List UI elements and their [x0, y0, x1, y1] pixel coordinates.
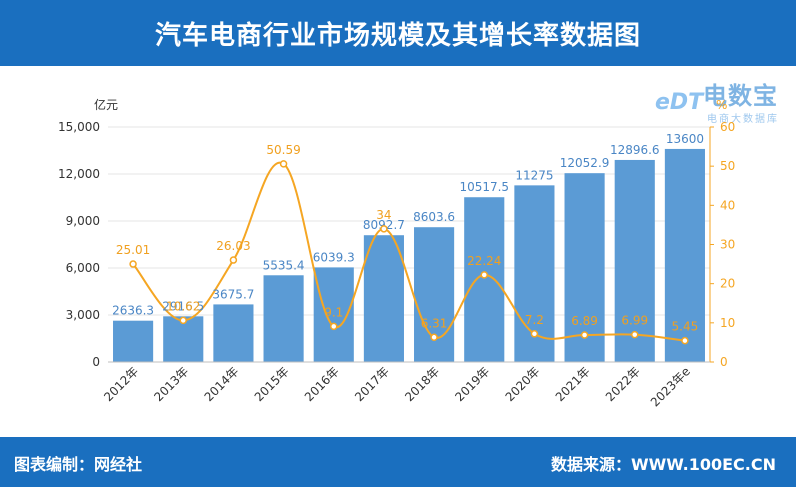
y2-tick-label: 40: [720, 198, 735, 212]
line-point: [129, 260, 137, 268]
y-tick-label: 12,000: [58, 167, 100, 181]
footer-source: 数据来源：WWW.100EC.CN: [550, 455, 776, 474]
bar-value-label: 2636.3: [112, 304, 154, 318]
bar-value-label: 6039.3: [313, 250, 355, 264]
line-value-label: 6.99: [621, 314, 648, 328]
y2-tick-label: 0: [720, 355, 728, 369]
y-axis-label: 亿元: [94, 97, 118, 112]
line-value-label: 10.62: [166, 299, 200, 313]
x-tick-label: 2016年: [302, 364, 342, 404]
bar-value-label: 8603.6: [413, 210, 455, 224]
line-value-label: 7.2: [525, 313, 544, 327]
line-point: [430, 333, 438, 342]
bar: [263, 275, 304, 362]
x-tick-label: 2020年: [503, 364, 543, 404]
y-tick-label: 9,000: [66, 214, 100, 228]
bar-value-label: 10517.5: [459, 180, 509, 194]
line-point: [380, 225, 388, 233]
bar-value-label: 5535.4: [263, 258, 305, 272]
footer-editor: 图表编制：网经社: [14, 455, 143, 474]
line-point: [580, 331, 589, 339]
chart-svg: 0 3,000 6,000 9,000 12,000 15,000 0 10 20 30 40 50 6…: [58, 97, 735, 409]
line-value-label: 50.59: [266, 143, 300, 157]
bar: [213, 304, 254, 362]
x-tick-label: 2021年: [553, 364, 593, 404]
bar: [113, 320, 154, 362]
line-point: [279, 160, 288, 168]
x-tick-label: 2015年: [252, 364, 292, 404]
chart-title: 汽车电商行业市场规模及其增长率数据图: [154, 20, 641, 51]
line-value-label: 34: [376, 208, 391, 222]
header-bar: 汽车电商行业市场规模及其增长率数据图: [0, 0, 796, 66]
line-value-label: 22.24: [467, 254, 501, 268]
bar-value-label: 12052.9: [560, 156, 610, 170]
footer-bar: 图表编制：网经社 数据来源：WWW.100EC.CN: [0, 437, 796, 487]
logo-main-text: 电数宝: [703, 82, 778, 110]
line-value-label: 26.03: [216, 239, 250, 253]
y2-tick-label: 50: [720, 159, 735, 173]
x-tick-label: 2018年: [402, 364, 442, 404]
y2-tick-label: 10: [720, 316, 735, 330]
y2-tick-label: 60: [720, 120, 735, 134]
bar: [614, 159, 655, 362]
bar: [464, 197, 505, 362]
y2-axis-label: %: [716, 98, 727, 112]
y-tick-label: 0: [92, 355, 100, 369]
y2-tick-label: 20: [720, 277, 735, 291]
line-value-label: 6.89: [571, 314, 598, 328]
line-point: [530, 330, 539, 338]
bar: [664, 148, 705, 362]
line-point: [681, 336, 689, 345]
bar-value-label: 2916.5: [162, 299, 204, 313]
line-point: [330, 322, 338, 331]
line-value-label: 9.1: [324, 305, 343, 319]
line-value-label: 25.01: [116, 243, 150, 257]
x-tick-label: 2019年: [452, 364, 492, 404]
x-tick-label: 2017年: [352, 364, 392, 404]
x-tick-label: 2022年: [603, 364, 643, 404]
x-tick-label: 2023年e: [648, 364, 693, 409]
x-tick-label: 2013年: [151, 364, 191, 404]
bar-value-label: 11275: [515, 168, 553, 182]
y-tick-label: 3,000: [66, 308, 100, 322]
bar: [564, 173, 605, 362]
bar-value-label: 12896.6: [610, 143, 660, 157]
line-point: [480, 271, 488, 279]
line-value-label: 5.45: [672, 320, 699, 334]
y-tick-label: 6,000: [66, 261, 100, 275]
logo: eDT 电数宝 电商大数据库: [625, 72, 795, 132]
line-point: [229, 256, 238, 264]
logo-sub-text: 电商大数据库: [707, 114, 779, 125]
line-point: [631, 330, 639, 339]
x-tick-label: 2014年: [202, 364, 242, 404]
line-point: [179, 316, 187, 325]
bar: [363, 235, 404, 362]
line-value-label: 6.31: [421, 316, 448, 330]
bar-value-label: 13600: [666, 132, 704, 146]
bar: [414, 227, 455, 362]
y-tick-label: 15,000: [58, 120, 100, 134]
x-tick-label: 2012年: [101, 364, 141, 404]
y2-tick-label: 30: [720, 238, 735, 252]
logo-edt-mark: eDT: [655, 90, 704, 115]
bar-value-label: 3675.7: [212, 287, 254, 301]
